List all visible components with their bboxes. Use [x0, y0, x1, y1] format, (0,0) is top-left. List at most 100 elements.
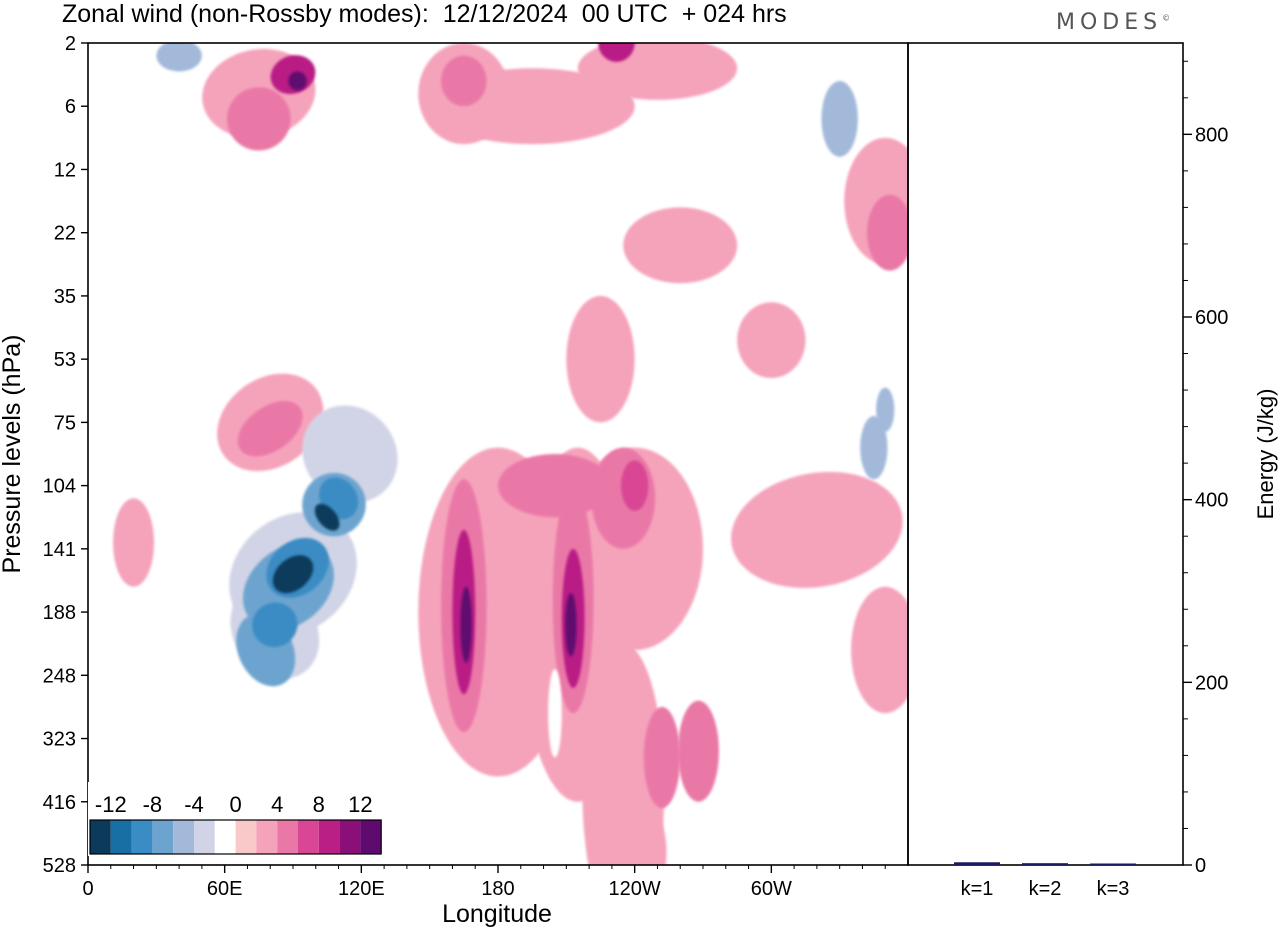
contour-patch: [876, 387, 895, 432]
colorbar-swatch: [131, 820, 153, 854]
contour-patch: [314, 503, 340, 531]
x-tick-label: 120W: [609, 878, 661, 900]
contour-patch: [372, 238, 487, 328]
contour-patch: [851, 586, 908, 714]
contour-patch: [565, 593, 577, 657]
chart-title: Zonal wind (non-Rossby modes): 12/12/202…: [62, 0, 787, 28]
contour-patch: [113, 498, 155, 587]
energy-tick-label: 200: [1195, 672, 1228, 694]
wind-contour-field: [88, 43, 908, 865]
contour-patch: [657, 86, 794, 151]
y-tick-label: 12: [54, 159, 76, 181]
contour-patch: [798, 340, 881, 442]
energy-axis-label: Energy (J/kg): [1253, 389, 1278, 520]
colorbar-label: 0: [229, 792, 241, 817]
colorbar-label: 8: [313, 792, 325, 817]
contour-patch: [201, 182, 248, 246]
y-tick-label: 323: [43, 729, 76, 751]
colorbar-swatch: [152, 820, 174, 854]
colorbar-label: 4: [271, 792, 283, 817]
colorbar-swatch: [235, 820, 257, 854]
energy-tick-label: 800: [1195, 124, 1228, 146]
contour-patch: [288, 71, 307, 91]
y-tick-label: 75: [54, 412, 76, 434]
colorbar-swatch: [298, 820, 319, 854]
copyright-mark: ©: [1162, 13, 1171, 23]
longitude-axis: 0 60E 120E 180 120W 60W: [82, 865, 886, 900]
energy-bar: [1022, 863, 1068, 865]
contour-patch: [677, 700, 719, 802]
contour-patch: [867, 194, 908, 271]
x-tick-label: 0: [82, 878, 93, 900]
energy-tick-label: 0: [1195, 855, 1206, 877]
colorbar-swatch: [194, 820, 215, 854]
logo-text: MODES: [1056, 10, 1163, 35]
contour-patch: [621, 460, 649, 511]
contour-patch: [498, 454, 612, 518]
x-tick-label: 120E: [338, 878, 385, 900]
contour-patch: [643, 706, 681, 809]
colorbar-label: -12: [95, 792, 127, 817]
contour-patch: [737, 302, 806, 379]
y-tick-label: 53: [54, 349, 76, 371]
y-tick-label: 6: [65, 96, 76, 118]
colorbar-swatch: [360, 820, 382, 854]
y-tick-label: 248: [43, 665, 76, 687]
contour-patch: [88, 74, 202, 138]
colorbar-swatch: [318, 820, 340, 854]
y-tick-label: 22: [54, 223, 76, 245]
colorbar-swatch: [173, 820, 194, 854]
contour-patch: [602, 795, 667, 865]
colorbar-swatch: [256, 820, 278, 854]
x-axis-label: Longitude: [442, 900, 552, 928]
contour-patch: [156, 43, 202, 72]
y-tick-label: 141: [43, 539, 76, 561]
colorbar-swatch: [90, 820, 111, 854]
energy-bars: k=1 k=2 k=3: [954, 862, 1136, 900]
contour-patch: [252, 602, 298, 648]
colorbar-swatch: [339, 820, 361, 854]
colorbar-legend: -12 -8 -4 0 4 8 12: [88, 782, 384, 856]
energy-axis: 0 200 400 600 800: [1183, 60, 1228, 877]
contour-patch: [598, 43, 635, 62]
contour-patch: [703, 593, 795, 695]
colorbar-swatch: [277, 820, 298, 854]
y-axis-label: Pressure levels (hPa): [0, 335, 26, 574]
contour-patch: [486, 156, 601, 246]
contour-patch: [272, 555, 314, 594]
x-tick-label: 60W: [751, 878, 792, 900]
colorbar-label: 12: [348, 792, 372, 817]
energy-tick-label: 600: [1195, 307, 1228, 329]
energy-category-label: k=1: [961, 878, 994, 900]
energy-category-label: k=3: [1097, 878, 1130, 900]
colorbar-label: -8: [143, 792, 163, 817]
contour-patch: [731, 471, 903, 588]
contour-patch: [237, 401, 303, 457]
y-tick-label: 416: [43, 792, 76, 814]
y-tick-label: 104: [43, 476, 76, 498]
contour-patch: [548, 668, 562, 758]
contour-patch: [441, 55, 487, 107]
contour-patch: [460, 586, 472, 663]
modes-logo: MODES©: [1056, 10, 1170, 35]
colorbar-swatch: [214, 820, 236, 854]
y-tick-label: 35: [54, 286, 76, 308]
energy-bar: [954, 862, 1000, 865]
energy-category-label: k=2: [1029, 878, 1062, 900]
y-tick-label: 528: [43, 855, 76, 877]
y-tick-label: 2: [65, 33, 76, 55]
pressure-axis: 2 6 12 22 35 53 75 104 141 188 248 323 416 528: [43, 33, 88, 877]
colorbar-outline: [89, 819, 382, 855]
energy-panel-frame: [907, 42, 1184, 866]
contour-patch: [623, 207, 738, 284]
contour-patch: [821, 80, 858, 157]
colorbar-swatch: [110, 820, 132, 854]
energy-bar: [1090, 863, 1136, 865]
y-tick-label: 188: [43, 602, 76, 624]
x-tick-label: 60E: [207, 878, 243, 900]
contour-patch: [860, 416, 888, 480]
contour-patch: [566, 295, 635, 423]
energy-tick-label: 400: [1195, 490, 1228, 512]
colorbar-label: -4: [184, 792, 204, 817]
